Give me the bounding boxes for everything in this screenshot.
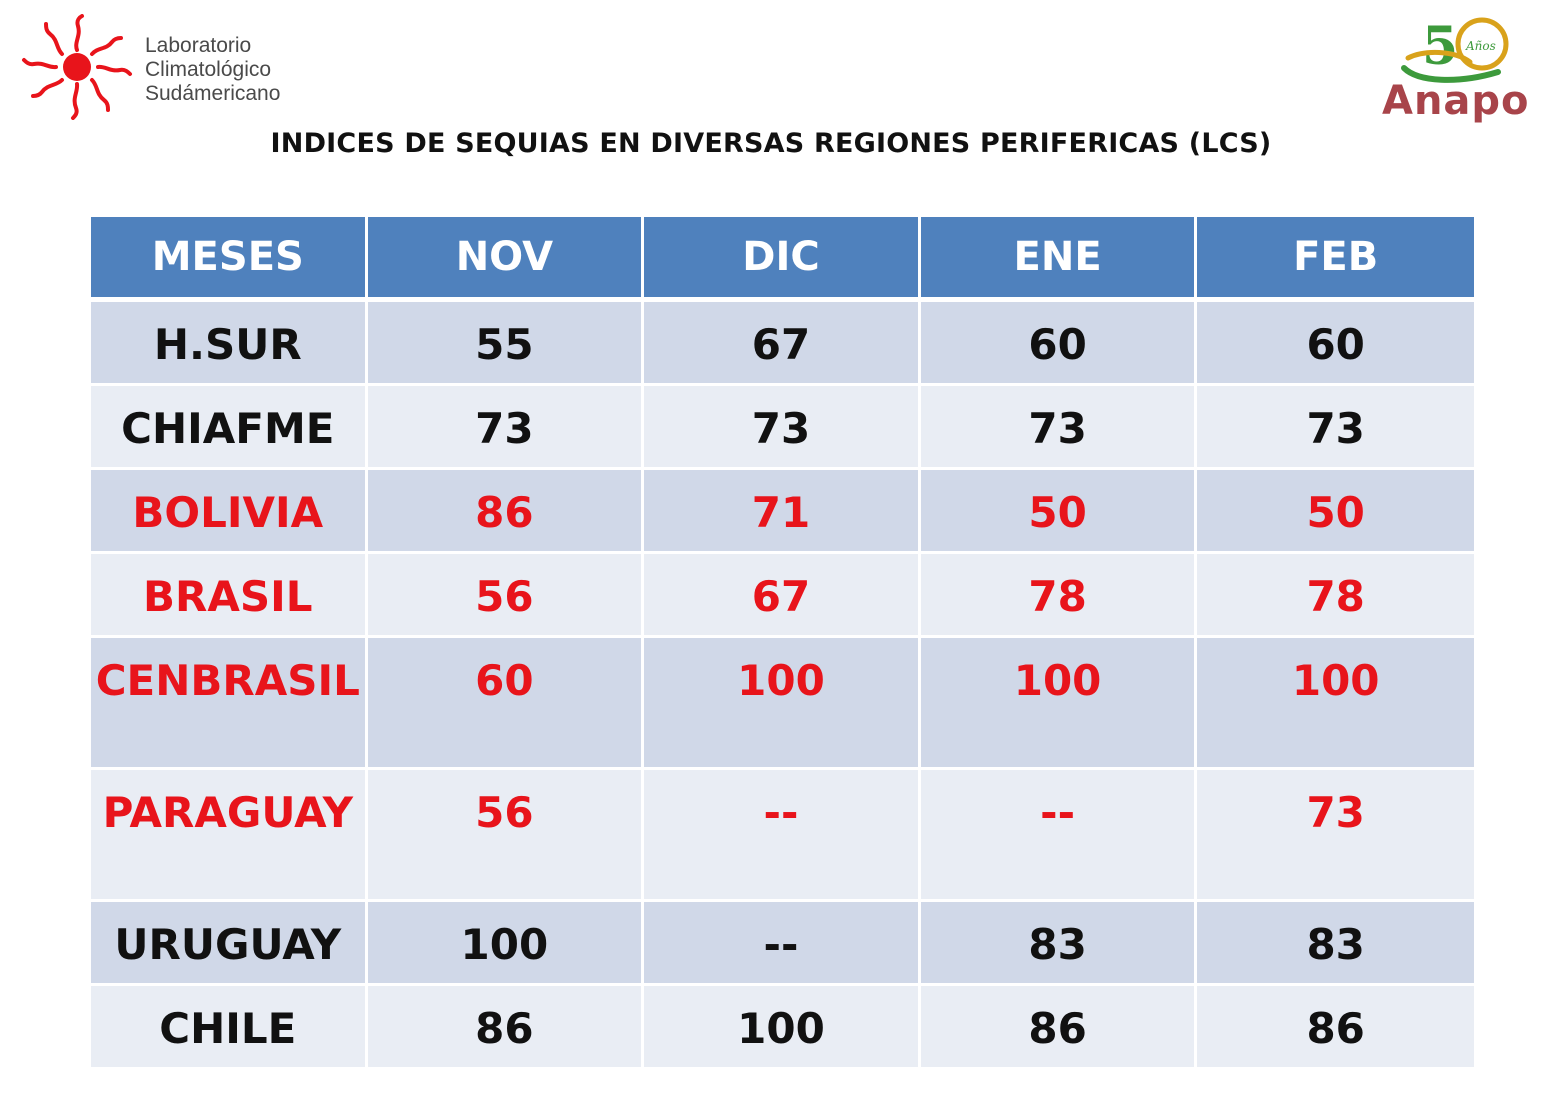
value-cell: 50	[920, 470, 1198, 554]
table-row: H.SUR 55 67 60 60	[91, 302, 1474, 386]
value-cell: 86	[367, 986, 645, 1070]
lcs-logo-text: Laboratorio Climatológico Sudámericano	[145, 34, 280, 106]
value-cell: 73	[644, 386, 921, 470]
column-header-ene: ENE	[920, 217, 1198, 302]
region-cell: PARAGUAY	[91, 770, 368, 902]
table-row: CHIAFME 73 73 73 73	[91, 386, 1474, 470]
value-cell: 73	[1197, 386, 1474, 470]
table-row: PARAGUAY 56 -- -- 73	[91, 770, 1474, 902]
drought-index-table-container: MESES NOV DIC ENE FEB H.SUR 55 67 60 60 …	[91, 217, 1474, 1070]
value-cell: 100	[920, 638, 1198, 770]
value-cell: 73	[920, 386, 1198, 470]
column-header-nov: NOV	[367, 217, 645, 302]
value-cell: --	[644, 770, 921, 902]
drought-index-table: MESES NOV DIC ENE FEB H.SUR 55 67 60 60 …	[91, 217, 1474, 1070]
table-row: CHILE 86 100 86 86	[91, 986, 1474, 1070]
column-header-meses: MESES	[91, 217, 368, 302]
value-cell: --	[920, 770, 1198, 902]
value-cell: 83	[920, 902, 1198, 986]
value-cell: 86	[367, 470, 645, 554]
value-cell: 100	[644, 986, 921, 1070]
value-cell: 83	[1197, 902, 1474, 986]
region-cell: URUGUAY	[91, 902, 368, 986]
table-row: CENBRASIL 60 100 100 100	[91, 638, 1474, 770]
lcs-logo-line-1: Laboratorio	[145, 34, 252, 57]
sun-icon	[22, 14, 132, 120]
lcs-logo: Laboratorio Climatológico Sudámericano	[18, 14, 318, 124]
region-cell: BRASIL	[91, 554, 368, 638]
table-row: BOLIVIA 86 71 50 50	[91, 470, 1474, 554]
value-cell: 56	[367, 554, 645, 638]
region-cell: BOLIVIA	[91, 470, 368, 554]
table-row: URUGUAY 100 -- 83 83	[91, 902, 1474, 986]
anapo-logo: 5 Años Anapo	[1378, 14, 1538, 129]
value-cell: 56	[367, 770, 645, 902]
lcs-logo-line-2: Climatológico	[145, 58, 272, 81]
value-cell: 67	[644, 302, 921, 386]
page-title: INDICES DE SEQUIAS EN DIVERSAS REGIONES …	[270, 128, 1272, 159]
value-cell: 78	[920, 554, 1198, 638]
value-cell: --	[644, 902, 921, 986]
column-header-dic: DIC	[644, 217, 921, 302]
value-cell: 100	[644, 638, 921, 770]
lcs-logo-line-3: Sudámericano	[145, 82, 281, 105]
value-cell: 60	[920, 302, 1198, 386]
value-cell: 71	[644, 470, 921, 554]
anapo-wordmark: Anapo	[1382, 78, 1530, 124]
anapo-50-emblem-icon: 5 Años	[1401, 16, 1509, 83]
region-cell: H.SUR	[91, 302, 368, 386]
value-cell: 73	[367, 386, 645, 470]
value-cell: 60	[367, 638, 645, 770]
region-cell: CHIAFME	[91, 386, 368, 470]
table-header-row: MESES NOV DIC ENE FEB	[91, 217, 1474, 302]
column-header-feb: FEB	[1197, 217, 1474, 302]
table-row: BRASIL 56 67 78 78	[91, 554, 1474, 638]
value-cell: 60	[1197, 302, 1474, 386]
region-cell: CENBRASIL	[91, 638, 368, 770]
value-cell: 100	[367, 902, 645, 986]
value-cell: 78	[1197, 554, 1474, 638]
value-cell: 50	[1197, 470, 1474, 554]
region-cell: CHILE	[91, 986, 368, 1070]
value-cell: 100	[1197, 638, 1474, 770]
anapo-anos-text: Años	[1465, 39, 1496, 53]
value-cell: 55	[367, 302, 645, 386]
value-cell: 86	[1197, 986, 1474, 1070]
value-cell: 86	[920, 986, 1198, 1070]
svg-text:5: 5	[1422, 16, 1458, 77]
value-cell: 73	[1197, 770, 1474, 902]
value-cell: 67	[644, 554, 921, 638]
